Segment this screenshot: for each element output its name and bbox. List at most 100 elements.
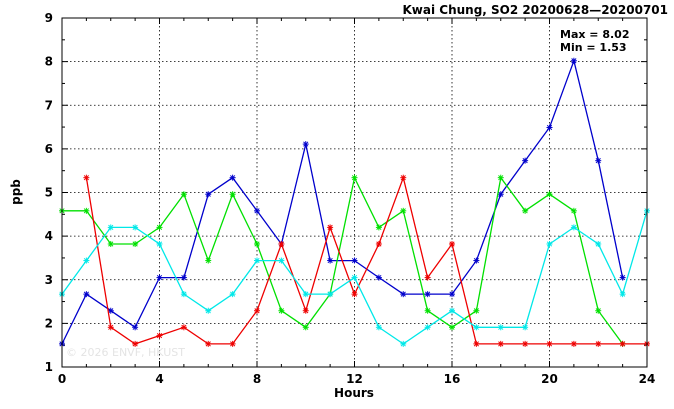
x-tick-label: 20 bbox=[541, 372, 558, 386]
y-tick-label: 1 bbox=[45, 360, 53, 374]
data-point bbox=[302, 307, 309, 314]
series-3 bbox=[83, 174, 650, 347]
data-point bbox=[424, 274, 431, 281]
grid-lines bbox=[61, 17, 648, 368]
data-point bbox=[375, 240, 382, 247]
data-point bbox=[278, 257, 285, 264]
max-annotation: Max = 8.02 bbox=[560, 28, 629, 41]
data-point bbox=[375, 224, 382, 231]
data-point bbox=[595, 157, 602, 164]
data-point bbox=[205, 307, 212, 314]
data-point bbox=[180, 191, 187, 198]
min-annotation: Min = 1.53 bbox=[560, 41, 627, 54]
data-point bbox=[254, 257, 260, 264]
data-point bbox=[205, 257, 212, 264]
x-axis-label: Hours bbox=[334, 386, 374, 400]
data-point bbox=[522, 340, 529, 347]
data-point bbox=[595, 307, 602, 314]
data-point bbox=[400, 340, 407, 347]
data-point bbox=[278, 240, 285, 247]
data-point bbox=[107, 324, 114, 331]
data-point bbox=[473, 324, 480, 331]
plot-frame bbox=[61, 17, 648, 368]
data-point bbox=[351, 257, 358, 264]
data-point bbox=[254, 207, 260, 214]
data-point bbox=[400, 174, 407, 181]
data-point bbox=[570, 207, 577, 214]
y-tick-label: 2 bbox=[45, 316, 53, 330]
data-point bbox=[83, 174, 90, 181]
data-point bbox=[619, 291, 626, 298]
data-point bbox=[83, 291, 90, 298]
data-point bbox=[449, 307, 455, 314]
data-point bbox=[619, 274, 626, 281]
data-point bbox=[595, 240, 602, 247]
data-point bbox=[132, 240, 139, 247]
data-point bbox=[302, 324, 309, 331]
data-point bbox=[229, 174, 236, 181]
data-point bbox=[424, 307, 431, 314]
data-point bbox=[327, 291, 334, 298]
data-point bbox=[546, 124, 553, 131]
data-point bbox=[83, 207, 90, 214]
data-point bbox=[351, 291, 358, 298]
x-tick-label: 0 bbox=[58, 372, 66, 386]
data-point bbox=[522, 207, 529, 214]
data-point bbox=[278, 307, 285, 314]
y-tick-label: 6 bbox=[45, 142, 53, 156]
y-tick-labels: 1 2 3 4 5 6 7 8 9 bbox=[45, 11, 53, 374]
data-point bbox=[180, 324, 187, 331]
series-1 bbox=[59, 57, 626, 347]
data-point bbox=[570, 57, 577, 64]
watermark: © 2026 ENVF, HKUST bbox=[66, 346, 185, 359]
data-point bbox=[156, 274, 163, 281]
data-point bbox=[205, 340, 212, 347]
data-point bbox=[83, 257, 90, 264]
x-tick-label: 12 bbox=[346, 372, 363, 386]
data-point bbox=[449, 240, 455, 247]
y-tick-label: 3 bbox=[45, 273, 53, 287]
x-tick-label: 16 bbox=[444, 372, 461, 386]
data-point bbox=[400, 207, 407, 214]
data-point bbox=[497, 174, 504, 181]
y-tick-label: 8 bbox=[45, 55, 53, 69]
data-point bbox=[546, 191, 553, 198]
y-tick-label: 7 bbox=[45, 98, 53, 112]
data-point bbox=[302, 291, 309, 298]
data-point bbox=[107, 224, 114, 231]
data-point bbox=[229, 291, 236, 298]
series-line bbox=[62, 175, 624, 345]
data-point bbox=[595, 340, 602, 347]
data-point bbox=[327, 224, 334, 231]
data-point bbox=[473, 257, 480, 264]
series-line bbox=[85, 175, 647, 345]
data-point bbox=[473, 307, 480, 314]
x-tick-label: 24 bbox=[639, 372, 656, 386]
data-point bbox=[424, 324, 431, 331]
data-point bbox=[132, 324, 139, 331]
y-tick-label: 5 bbox=[45, 186, 53, 200]
data-point bbox=[497, 324, 504, 331]
data-point bbox=[180, 274, 187, 281]
y-tick-label: 9 bbox=[45, 11, 53, 25]
data-point bbox=[570, 224, 577, 231]
data-point bbox=[180, 291, 187, 298]
data-point bbox=[546, 240, 553, 247]
data-point bbox=[302, 141, 309, 148]
data-point bbox=[156, 332, 163, 339]
data-point bbox=[132, 340, 139, 347]
y-tick-label: 4 bbox=[45, 229, 53, 243]
data-point bbox=[327, 257, 334, 264]
data-point bbox=[375, 324, 382, 331]
data-point bbox=[619, 340, 626, 347]
data-point bbox=[449, 324, 455, 331]
data-point bbox=[497, 340, 504, 347]
data-point bbox=[375, 274, 382, 281]
data-point bbox=[570, 340, 577, 347]
data-point bbox=[449, 291, 455, 298]
data-point bbox=[229, 340, 236, 347]
data-point bbox=[497, 191, 504, 198]
data-point bbox=[351, 174, 358, 181]
data-point bbox=[156, 240, 163, 247]
x-tick-label: 8 bbox=[253, 372, 261, 386]
